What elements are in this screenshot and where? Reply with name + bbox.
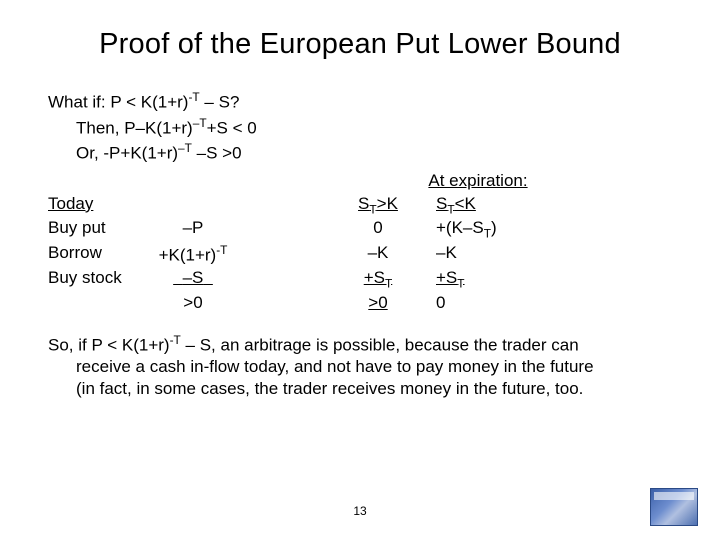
text: +K(1+r) [159,245,217,264]
row-exp-b: –K [428,242,536,268]
superscript: -T [188,90,199,104]
subscript: T [457,277,464,291]
row-exp-b: +(K–ST) [428,217,536,241]
text: So, if P < K(1+r) [48,335,170,354]
row-label: Borrow [48,242,138,268]
text: –S >0 [192,144,242,163]
row-exp-b: 0 [428,292,536,315]
table-row: >0 >0 0 [48,292,672,315]
table-row: Buy stock –S +ST +ST [48,267,672,291]
row-today: –P [138,217,248,241]
text: +S [364,268,385,287]
superscript: –T [178,141,192,155]
today-label: Today [48,193,218,216]
row-exp-a: –K [328,242,428,268]
text: +S [436,268,457,287]
row-exp-a: 0 [328,217,428,241]
text: S [436,194,447,213]
at-expiration-label: At expiration: [428,171,527,190]
table-subheader: Today ST>K ST<K [48,193,672,217]
table-row: Buy put –P 0 +(K–ST) [48,217,672,241]
subscript: T [484,227,491,241]
col-st-gt-k: ST>K [328,193,428,217]
row-label: Buy put [48,217,138,241]
premise-line-2: Then, P–K(1+r)–T+S < 0 [48,115,672,141]
conclusion-line: So, if P < K(1+r)-T – S, an arbitrage is… [48,333,672,357]
subscript: T [369,202,376,216]
col-st-lt-k: ST<K [428,193,536,217]
row-today: –S [138,267,248,291]
premise-line-3: Or, -P+K(1+r)–T –S >0 [48,140,672,166]
slide-body: What if: P < K(1+r)-T – S? Then, P–K(1+r… [48,89,672,401]
book-logo-icon [650,488,698,526]
row-exp-a: >0 [328,292,428,315]
text: – S, an arbitrage is possible, because t… [181,335,579,354]
text: +S < 0 [207,118,257,137]
row-exp-b: +ST [428,267,536,291]
row-exp-a: +ST [328,267,428,291]
subscript: T [385,277,392,291]
row-label: Buy stock [48,267,138,291]
text: Then, P–K(1+r) [76,118,193,137]
text: >0 [368,293,387,312]
premise-line-1: What if: P < K(1+r)-T – S? [48,89,672,115]
superscript: –T [193,116,207,130]
text: ) [491,218,497,237]
text: – S? [200,93,240,112]
row-today: >0 [138,292,248,315]
text: –S [183,268,204,287]
text: >K [377,194,398,213]
text: <K [455,194,476,213]
table-header: At expiration: [48,170,672,193]
text: S [358,194,369,213]
slide-title: Proof of the European Put Lower Bound [48,28,672,61]
row-today: +K(1+r)-T [138,242,248,268]
page-number: 13 [0,504,720,518]
conclusion: So, if P < K(1+r)-T – S, an arbitrage is… [48,333,672,401]
table-row: Borrow +K(1+r)-T –K –K [48,242,672,268]
text: +(K–S [436,218,484,237]
slide: Proof of the European Put Lower Bound Wh… [0,0,720,540]
text: Or, -P+K(1+r) [76,144,178,163]
subscript: T [447,202,454,216]
text: What if: P < K(1+r) [48,93,188,112]
conclusion-line: (in fact, in some cases, the trader rece… [48,378,672,400]
superscript: -T [216,243,227,257]
superscript: -T [170,333,181,347]
conclusion-line: receive a cash in-flow today, and not ha… [48,356,672,378]
